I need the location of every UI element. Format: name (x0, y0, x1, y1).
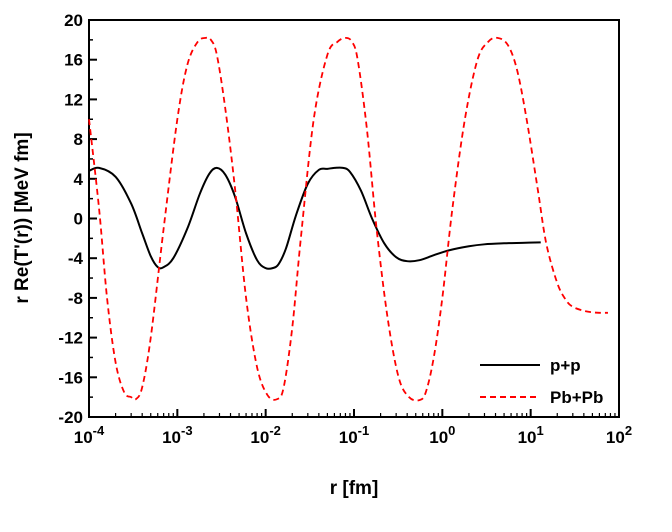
x-tick-label: 101 (518, 423, 544, 447)
legend-label-pb-pb: Pb+Pb (550, 388, 603, 407)
y-tick-label: 16 (64, 51, 83, 70)
y-tick-label: -8 (68, 289, 83, 308)
y-tick-label: 20 (64, 11, 83, 30)
y-tick-label: 8 (74, 130, 83, 149)
x-tick-label: 102 (606, 423, 632, 447)
x-tick-label: 10-3 (162, 423, 192, 447)
y-tick-label: 0 (74, 210, 83, 229)
y-tick-label: -12 (58, 329, 83, 348)
y-tick-label: 4 (74, 170, 84, 189)
legend: p+p Pb+Pb (480, 356, 603, 407)
y-tick-label: -16 (58, 368, 83, 387)
ticks-layer: -20 -16 -12 -8 -4 0 4 8 12 16 20 10-4 10-3 10-2 10-1 10… (58, 11, 632, 447)
y-tick-label: -20 (58, 408, 83, 427)
x-axis-title: r [fm] (330, 478, 379, 499)
series-line-p-p (88, 166, 541, 270)
x-tick-label: 10-4 (74, 423, 105, 447)
y-tick-label: -4 (68, 249, 84, 268)
x-tick-label: 10-1 (339, 423, 369, 447)
legend-label-p-p: p+p (550, 356, 581, 375)
plot-frame (88, 19, 620, 418)
y-tick-label: 12 (64, 90, 83, 109)
series-layer (88, 36, 608, 402)
x-tick-label: 100 (429, 423, 455, 447)
x-tick-label: 10-2 (250, 423, 280, 447)
y-axis-title: r Re(T'(r)) [MeV fm] (12, 132, 33, 303)
series-line-pb-pb (88, 36, 608, 402)
